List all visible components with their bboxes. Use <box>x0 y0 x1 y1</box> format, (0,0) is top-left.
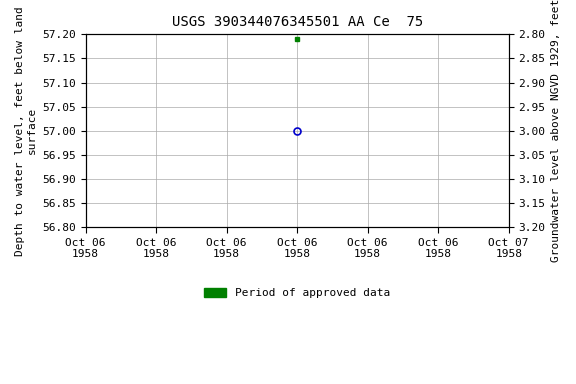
Y-axis label: Groundwater level above NGVD 1929, feet: Groundwater level above NGVD 1929, feet <box>551 0 561 262</box>
Legend: Period of approved data: Period of approved data <box>199 284 395 303</box>
Y-axis label: Depth to water level, feet below land
surface: Depth to water level, feet below land su… <box>15 6 37 256</box>
Title: USGS 390344076345501 AA Ce  75: USGS 390344076345501 AA Ce 75 <box>172 15 423 29</box>
